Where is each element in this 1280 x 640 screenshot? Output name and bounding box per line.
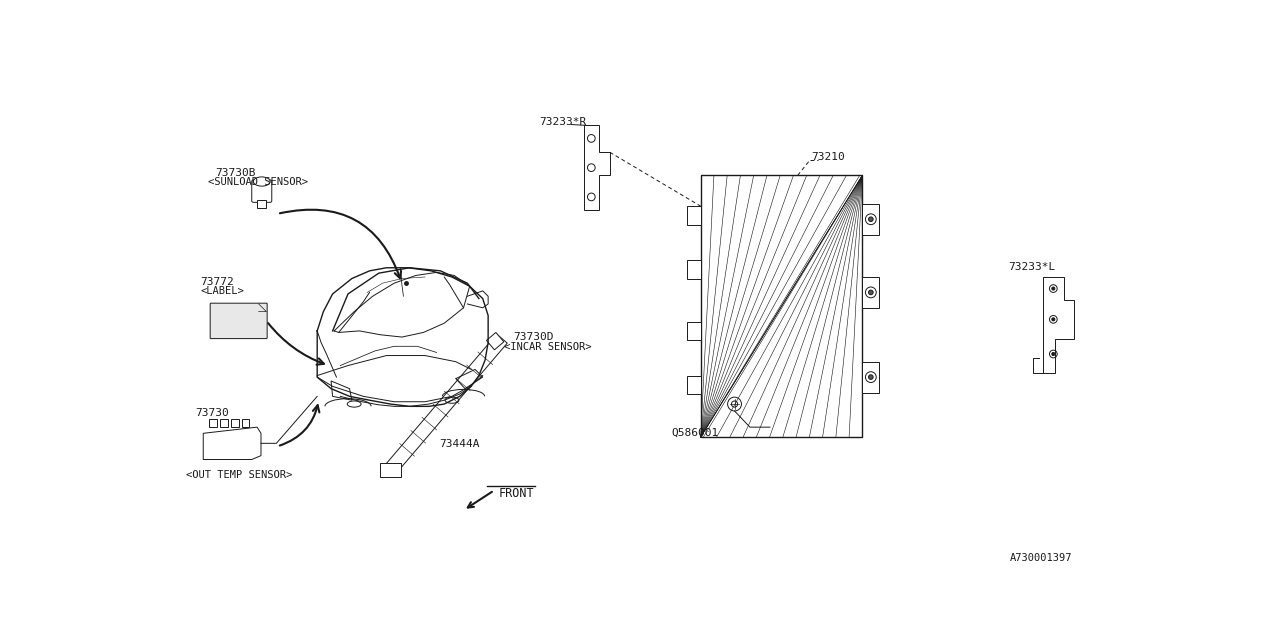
Text: <INCAR SENSOR>: <INCAR SENSOR> [504,342,591,352]
Text: 73444A: 73444A [439,438,480,449]
Bar [242,419,250,427]
Ellipse shape [253,177,270,186]
Bar [687,206,700,225]
Text: 73233*R: 73233*R [539,117,586,127]
Bar [230,419,238,427]
Text: <OUT TEMP SENSOR>: <OUT TEMP SENSOR> [187,470,293,479]
Text: 73730D: 73730D [513,332,554,342]
Bar [220,419,228,427]
Circle shape [865,287,877,298]
Text: <LABEL>: <LABEL> [200,286,244,296]
Circle shape [869,290,873,294]
Bar [863,362,879,392]
FancyBboxPatch shape [210,303,268,339]
Text: 73772: 73772 [200,277,234,287]
FancyBboxPatch shape [252,180,271,202]
Text: 73730B: 73730B [215,168,256,178]
Bar [687,322,700,340]
Text: 73730: 73730 [196,408,229,418]
Circle shape [869,375,873,380]
Bar [486,332,504,350]
Circle shape [865,372,877,383]
Circle shape [865,214,877,225]
Text: A730001397: A730001397 [1010,553,1073,563]
Bar [687,260,700,278]
Bar [863,204,879,235]
Bar [700,175,863,437]
Text: 73233*L: 73233*L [1009,262,1056,271]
Circle shape [1052,353,1055,356]
Bar [863,277,879,308]
Bar [687,376,700,394]
Text: Q586001: Q586001 [672,428,718,438]
Circle shape [1052,287,1055,290]
Text: <SUNLOAD SENSOR>: <SUNLOAD SENSOR> [207,177,308,187]
Text: FRONT: FRONT [499,487,535,500]
Bar [210,419,218,427]
Bar [380,463,401,477]
Circle shape [869,217,873,221]
Circle shape [1052,318,1055,321]
Bar [257,200,266,208]
Text: 73210: 73210 [812,152,845,163]
